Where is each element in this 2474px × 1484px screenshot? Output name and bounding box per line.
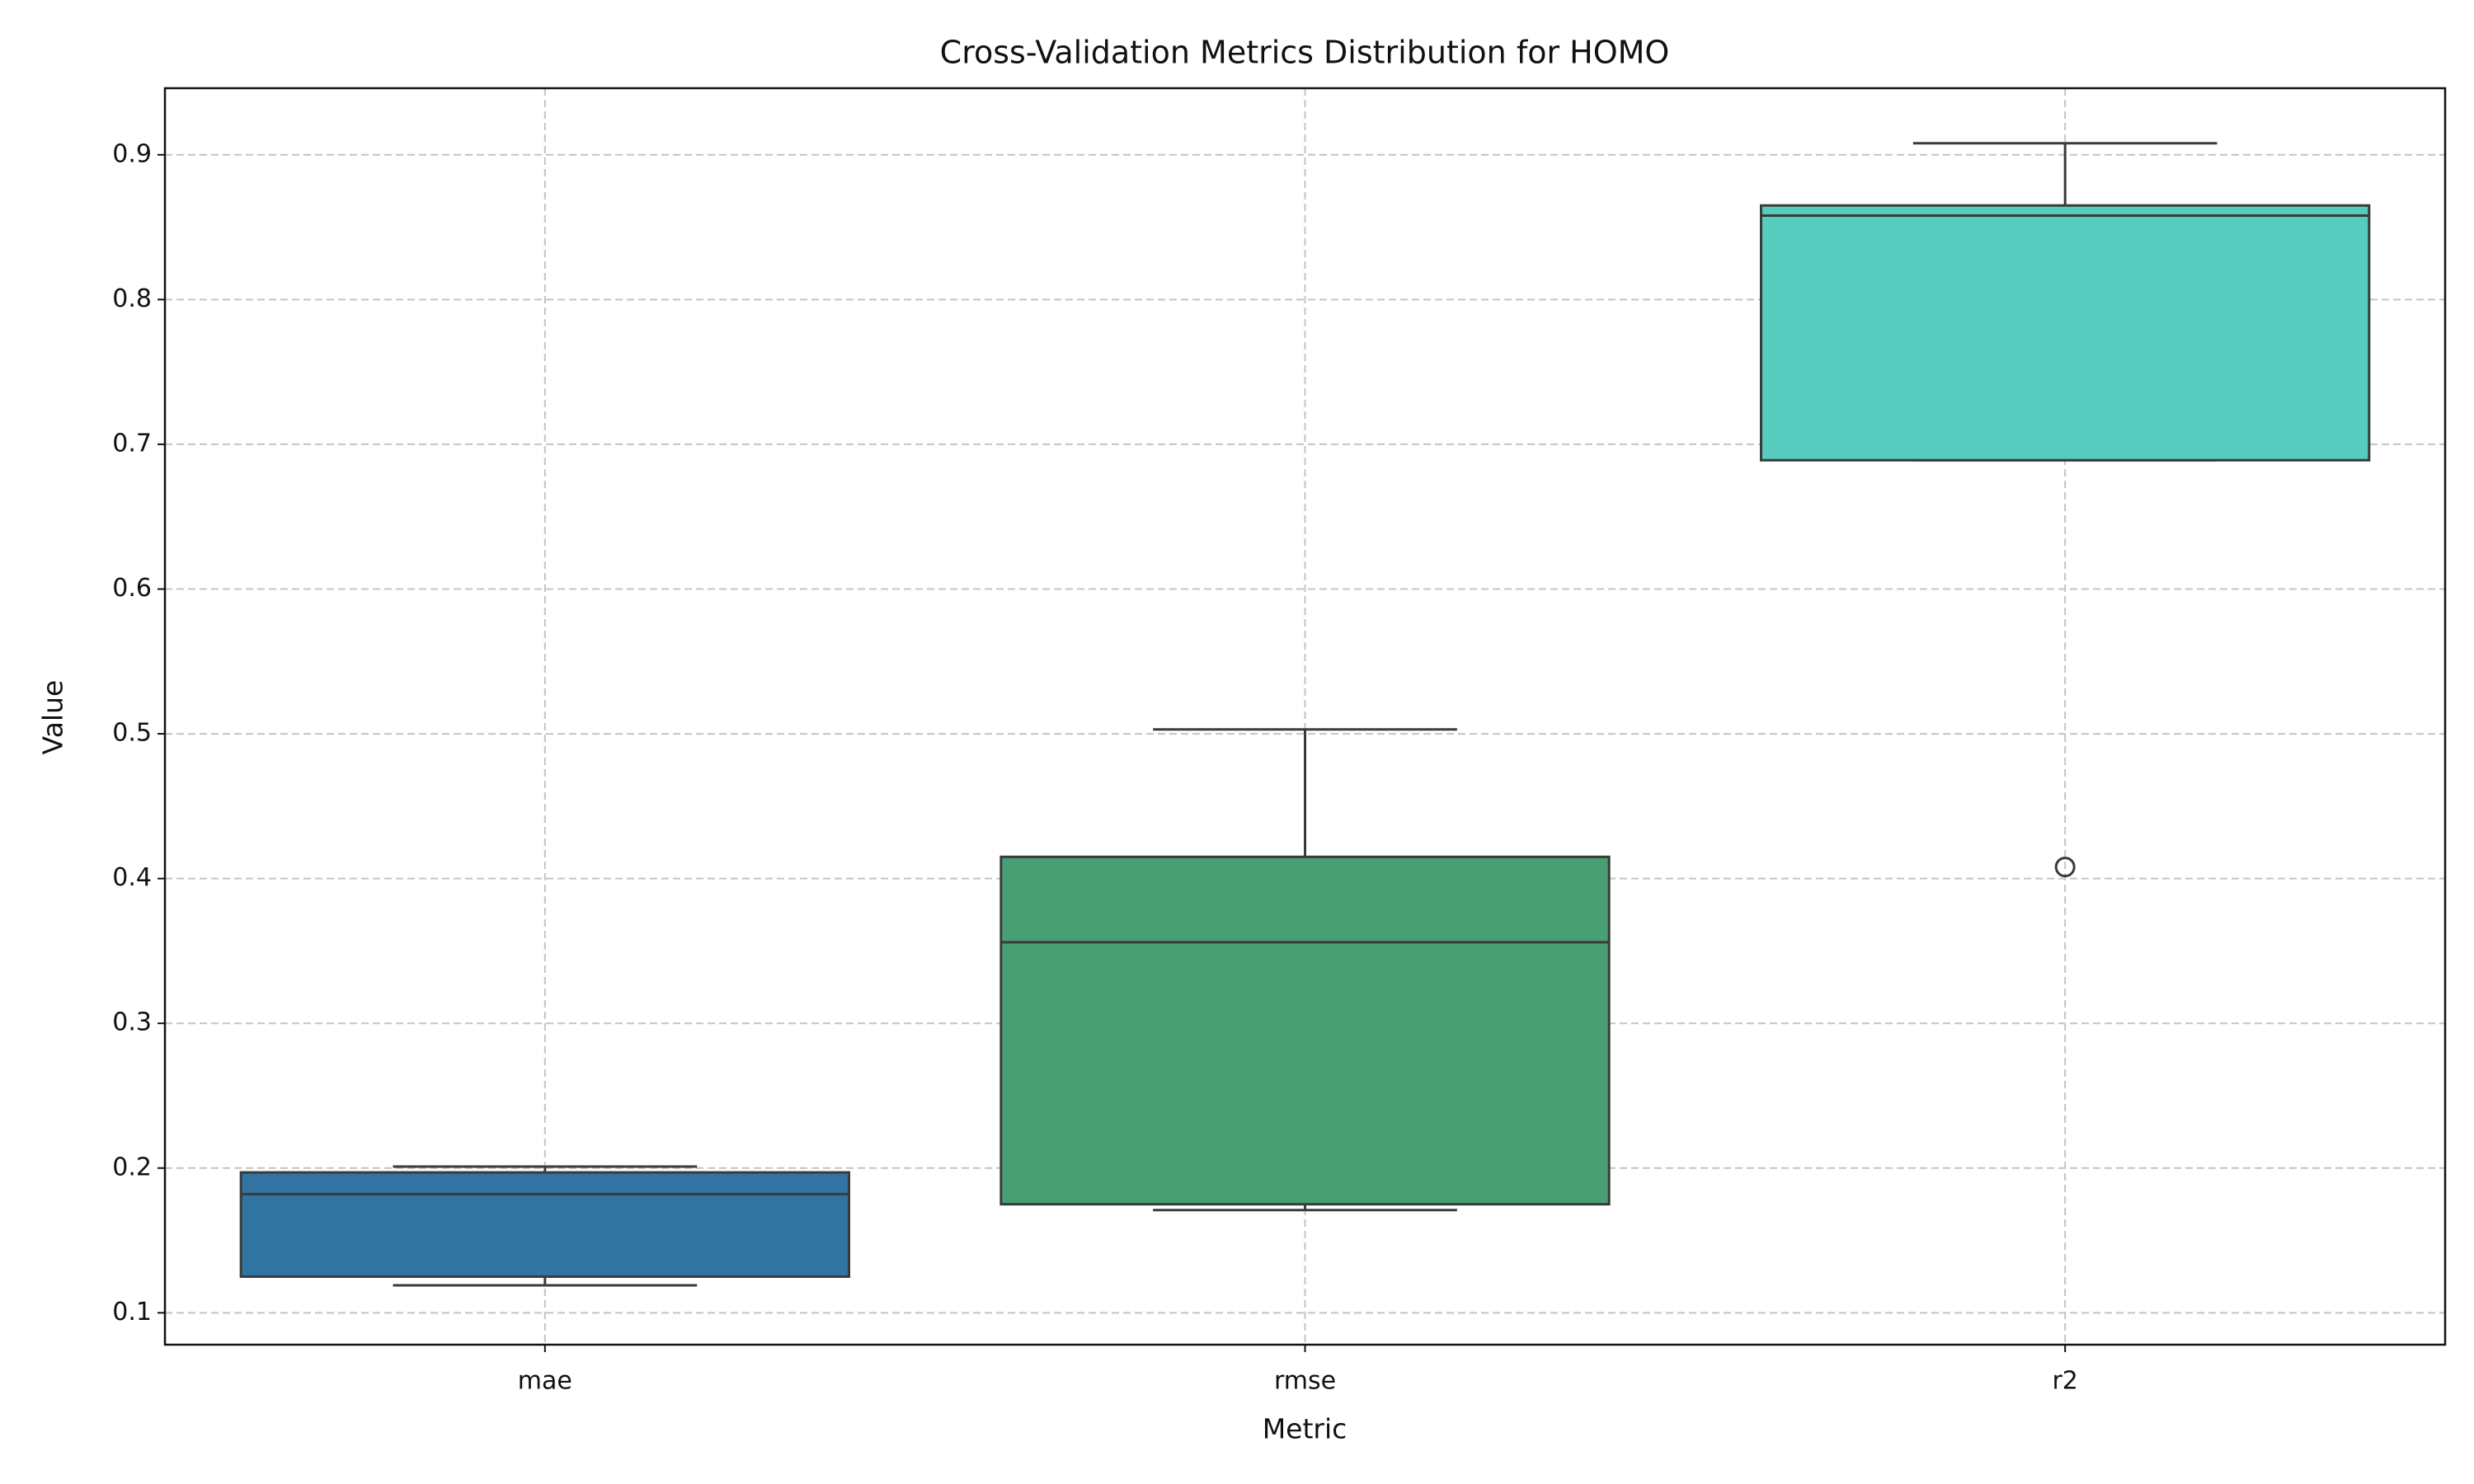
y-tick-label: 0.5: [112, 719, 152, 748]
y-axis-label: Value: [37, 680, 69, 755]
y-tick-label: 0.8: [112, 284, 152, 313]
x-axis-label: Metric: [1263, 1413, 1348, 1445]
outlier: [2054, 857, 2076, 878]
y-tick-label: 0.9: [112, 139, 152, 168]
x-tick-label: rmse: [1274, 1367, 1336, 1396]
box: [239, 1171, 850, 1278]
plot-frame: [163, 87, 2447, 1346]
y-tick-label: 0.4: [112, 863, 152, 892]
y-tick-label: 0.1: [112, 1298, 152, 1327]
chart-title: Cross-Validation Metrics Distribution fo…: [940, 35, 1670, 71]
y-tick-label: 0.3: [112, 1008, 152, 1037]
box: [1760, 204, 2371, 462]
y-tick-label: 0.6: [112, 574, 152, 603]
y-tick-label: 0.7: [112, 429, 152, 458]
x-tick-label: r2: [2052, 1367, 2077, 1396]
y-tick-label: 0.2: [112, 1153, 152, 1181]
box: [999, 855, 1611, 1206]
x-tick-label: mae: [518, 1367, 572, 1396]
